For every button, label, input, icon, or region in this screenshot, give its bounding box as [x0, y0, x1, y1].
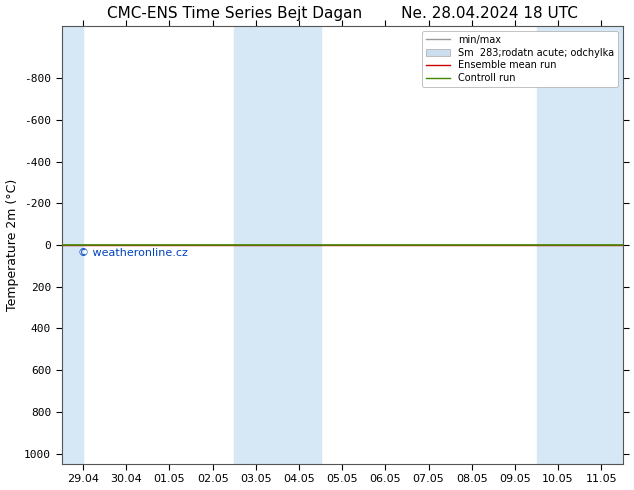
Text: © weatheronline.cz: © weatheronline.cz	[79, 248, 188, 258]
Y-axis label: Temperature 2m (°C): Temperature 2m (°C)	[6, 179, 18, 311]
Bar	[61, 26, 83, 464]
Legend: min/max, Sm  283;rodatn acute; odchylka, Ensemble mean run, Controll run: min/max, Sm 283;rodatn acute; odchylka, …	[422, 31, 618, 87]
Bar	[536, 26, 623, 464]
Title: CMC-ENS Time Series Bejt Dagan        Ne. 28.04.2024 18 UTC: CMC-ENS Time Series Bejt Dagan Ne. 28.04…	[107, 5, 578, 21]
Bar	[234, 26, 321, 464]
